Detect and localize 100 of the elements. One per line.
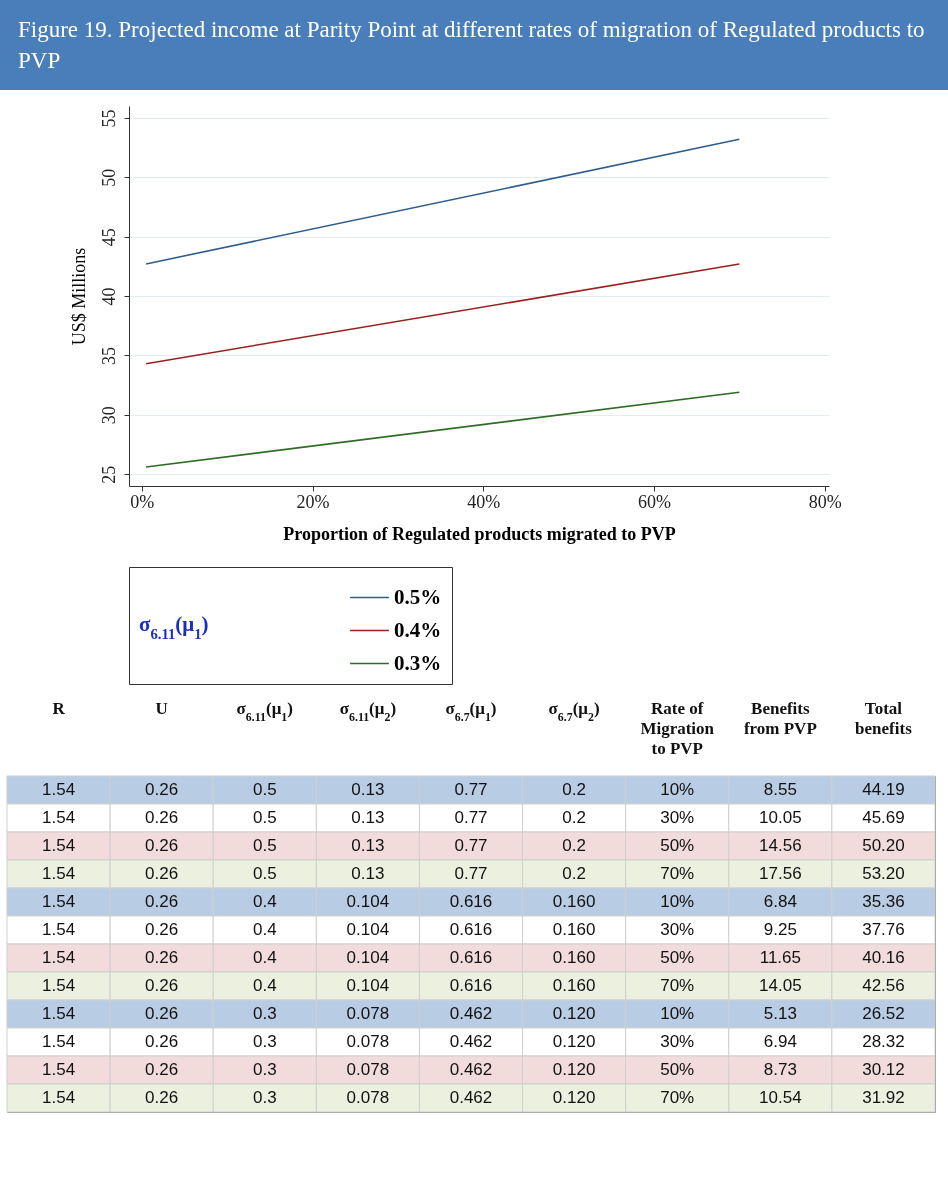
data-label: 0.2 bbox=[562, 808, 586, 828]
x-tick-label: Total benefits bbox=[855, 698, 913, 738]
data-label: 30% bbox=[660, 808, 695, 828]
y-tick-label: 50 bbox=[98, 168, 119, 187]
data-label: 0.3 bbox=[252, 1060, 277, 1080]
data-label: 0.26 bbox=[145, 920, 179, 940]
y-tick-label: 55 bbox=[98, 109, 119, 128]
x-tick-label: σ$_{6.7}$(μ$_{2}$) bbox=[548, 698, 600, 724]
data-label: 1.54 bbox=[42, 920, 76, 940]
y-tick-label: 40 bbox=[98, 287, 119, 306]
data-label: 0.5 bbox=[252, 864, 277, 884]
data-label: 1.54 bbox=[42, 836, 76, 856]
data-label: 10% bbox=[660, 1004, 695, 1024]
data-label: 0.13 bbox=[351, 808, 385, 828]
data-label: 14.56 bbox=[759, 836, 802, 856]
x-tick-label: 60% bbox=[638, 491, 671, 512]
data-label: 0.616 bbox=[449, 976, 493, 996]
data-label: 9.25 bbox=[763, 920, 797, 940]
data-label: 0.104 bbox=[346, 892, 390, 912]
data-label: 1.54 bbox=[42, 808, 76, 828]
data-label: 0.078 bbox=[346, 1060, 390, 1080]
data-label: 0.120 bbox=[552, 1060, 596, 1080]
data-label: 1.54 bbox=[42, 948, 76, 968]
data-label: 0.4 bbox=[252, 948, 277, 968]
data-label: 30.12 bbox=[862, 1060, 905, 1080]
x-tick-label: Rate of Migration to PVP bbox=[640, 698, 715, 758]
data-label: 70% bbox=[660, 864, 695, 884]
data-label: 31.92 bbox=[862, 1088, 905, 1108]
data-label: 0.26 bbox=[145, 1032, 179, 1052]
data-label: 0.2 bbox=[562, 864, 586, 884]
data-label: 0.77 bbox=[454, 780, 488, 800]
data-label: 0.3 bbox=[252, 1004, 277, 1024]
y-tick-label: 45 bbox=[98, 228, 119, 247]
data-label: 0.77 bbox=[454, 836, 488, 856]
x-tick-label: σ$_{6.7}$(μ$_{1}$) bbox=[445, 698, 497, 724]
data-label: 14.05 bbox=[759, 976, 802, 996]
data-label: 10.05 bbox=[759, 808, 802, 828]
data-label: 0.5 bbox=[252, 808, 277, 828]
data-label: 0.13 bbox=[351, 780, 385, 800]
data-label: 44.19 bbox=[862, 780, 905, 800]
data-label: 1.54 bbox=[42, 1004, 76, 1024]
data-label: 0.160 bbox=[552, 920, 596, 940]
data-label: 0.2 bbox=[562, 780, 586, 800]
data-label: 30% bbox=[660, 920, 695, 940]
data-label: 50% bbox=[660, 1060, 695, 1080]
data-label: 45.69 bbox=[862, 808, 905, 828]
y-tick-label: 25 bbox=[98, 465, 119, 484]
data-label: 0.4 bbox=[252, 892, 277, 912]
data-label: 6.84 bbox=[763, 892, 797, 912]
data-label: 40.16 bbox=[862, 948, 905, 968]
data-label: 0.078 bbox=[346, 1004, 390, 1024]
data-label: 1.54 bbox=[42, 1032, 76, 1052]
data-label: 0.26 bbox=[145, 864, 179, 884]
data-label: 0.160 bbox=[552, 892, 596, 912]
y-axis-title: US$ Millions bbox=[68, 247, 89, 346]
data-label: 0.462 bbox=[449, 1088, 493, 1108]
legend-label: 0.5% bbox=[394, 584, 442, 609]
data-label: 1.54 bbox=[42, 1088, 76, 1108]
data-label: 0.5 bbox=[252, 780, 277, 800]
data-label: 35.36 bbox=[862, 892, 905, 912]
data-label: 26.52 bbox=[862, 1004, 905, 1024]
data-label: 50% bbox=[660, 948, 695, 968]
x-tick-label: 0% bbox=[130, 491, 155, 512]
data-label: 0.13 bbox=[351, 864, 385, 884]
x-tick-label: σ$_{6.11}$(μ$_{1}$) bbox=[236, 698, 293, 724]
data-label: 0.078 bbox=[346, 1032, 390, 1052]
legend-label: 0.4% bbox=[394, 617, 442, 642]
data-label: 42.56 bbox=[862, 976, 905, 996]
x-tick-label: σ$_{6.11}$(μ$_{2}$) bbox=[339, 698, 397, 724]
data-label: 50% bbox=[660, 836, 695, 856]
legend-title: σ$_{6.11}$(μ$_{1}$) bbox=[139, 612, 209, 643]
data-label: 53.20 bbox=[862, 864, 905, 884]
data-label: 70% bbox=[660, 976, 695, 996]
x-axis-title: Proportion of Regulated products migrated to PVP bbox=[283, 523, 676, 544]
data-label: 70% bbox=[660, 1088, 695, 1108]
data-label: 0.26 bbox=[145, 948, 179, 968]
data-label: 28.32 bbox=[862, 1032, 905, 1052]
data-label: 0.26 bbox=[145, 976, 179, 996]
data-label: 0.078 bbox=[346, 1088, 390, 1108]
data-label: 0.3 bbox=[252, 1032, 277, 1052]
x-tick-label: R bbox=[52, 698, 66, 718]
data-label: 0.616 bbox=[449, 920, 493, 940]
legend-label: 0.3% bbox=[394, 650, 442, 675]
data-label: 0.26 bbox=[145, 836, 179, 856]
data-label: 0.26 bbox=[145, 1060, 179, 1080]
data-label: 17.56 bbox=[759, 864, 802, 884]
data-label: 0.2 bbox=[562, 836, 586, 856]
data-label: 6.94 bbox=[763, 1032, 797, 1052]
data-label: 0.120 bbox=[552, 1004, 596, 1024]
x-tick-label: U bbox=[155, 698, 168, 718]
data-label: 0.462 bbox=[449, 1060, 493, 1080]
data-label: 0.5 bbox=[252, 836, 277, 856]
data-label: 0.26 bbox=[145, 1004, 179, 1024]
data-label: 0.104 bbox=[346, 976, 390, 996]
data-label: 10.54 bbox=[759, 1088, 802, 1108]
data-label: 0.616 bbox=[449, 892, 493, 912]
data-label: 0.104 bbox=[346, 948, 390, 968]
data-label: 1.54 bbox=[42, 976, 76, 996]
data-label: 0.160 bbox=[552, 948, 596, 968]
data-label: 0.3 bbox=[252, 1088, 277, 1108]
